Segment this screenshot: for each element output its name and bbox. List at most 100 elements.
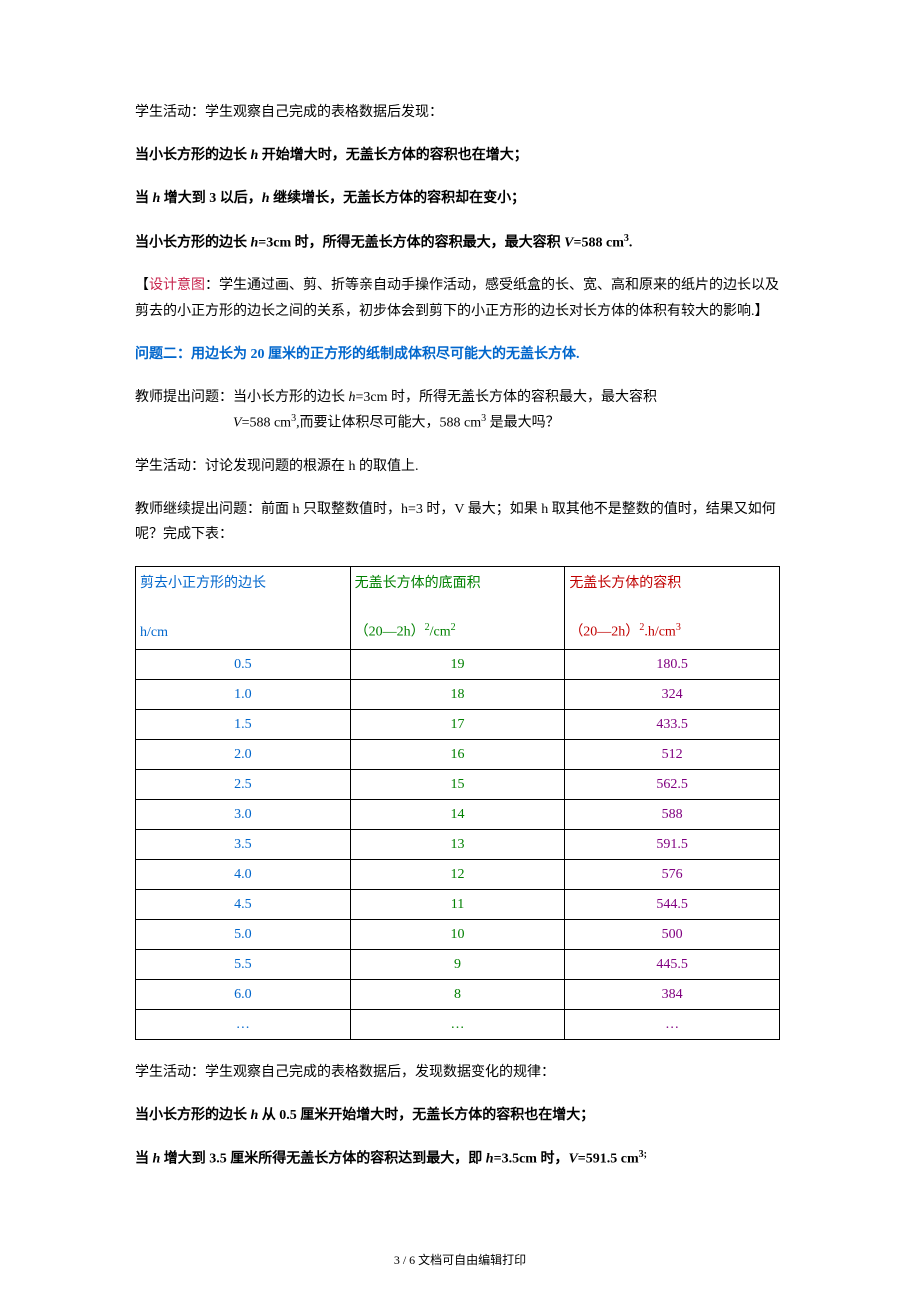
cell-side-length: 5.0 [136,919,351,949]
cell-side-length: 1.5 [136,709,351,739]
design-intent-body: ：学生通过画、剪、折等亲自动手操作活动，感受纸盒的长、宽、高和原来的纸片的边长以… [135,278,779,318]
table-row: 2.016512 [136,739,780,769]
superscript: 3; [639,1149,647,1160]
text: =588 cm [574,235,624,250]
cell-volume: 576 [565,859,780,889]
var-v: V [568,1152,577,1167]
paragraph-teacher-followup: 教师继续提出问题：前面 h 只取整数值时，h=3 时，V 最大；如果 h 取其他… [135,497,780,547]
cell-side-length: 0.5 [136,649,351,679]
table-row: 4.511544.5 [136,889,780,919]
question-2-heading: 问题二：用边长为 20 厘米的正方形的纸制成体积尽可能大的无盖长方体. [135,342,780,367]
text: 继续增长，无盖长方体的容积却在变小； [270,191,526,206]
cell-volume: 562.5 [565,769,780,799]
text: .h/cm [644,625,676,640]
paragraph-design-intent: 【设计意图：学生通过画、剪、折等亲自动手操作活动，感受纸盒的长、宽、高和原来的纸… [135,273,780,323]
cell-side-length: 3.5 [136,829,351,859]
cell-volume: 512 [565,739,780,769]
paragraph-student-activity-2: 学生活动：讨论发现问题的根源在 h 的取值上. [135,454,780,479]
paragraph-finding-2: 当 h 增大到 3 以后，h 继续增长，无盖长方体的容积却在变小； [135,186,780,211]
header-top: 剪去小正方形的边长 [140,573,346,594]
cell-volume: 433.5 [565,709,780,739]
var-h: h [262,191,270,206]
text: 增大到 3.5 厘米所得无盖长方体的容积达到最大，即 [160,1152,486,1167]
text: （20—2h） [569,625,639,640]
cell-volume: 445.5 [565,949,780,979]
cell-base-area: 10 [350,919,565,949]
text: =3cm 时，所得无盖长方体的容积最大，最大容积 [258,235,564,250]
table-row: 3.014588 [136,799,780,829]
text: 当 [135,191,153,206]
table-header-side-length: 剪去小正方形的边长 h/cm [136,566,351,649]
var-h: h [349,390,356,405]
text: 当 [135,1152,153,1167]
cell-base-area: 19 [350,649,565,679]
cell-volume: 324 [565,679,780,709]
cell-side-length: 1.0 [136,679,351,709]
cell-base-area: 11 [350,889,565,919]
text: 是最大吗？ [486,416,560,431]
table-row: 2.515562.5 [136,769,780,799]
paragraph-observation-2: 学生活动：学生观察自己完成的表格数据后，发现数据变化的规律： [135,1060,780,1085]
cell-volume: 384 [565,979,780,1009]
header-top: 无盖长方体的容积 [569,573,775,594]
cell-base-area: 13 [350,829,565,859]
text: ,而要让体积尽可能大，588 cm [296,416,481,431]
paragraph-finding-3: 当小长方形的边长 h=3cm 时，所得无盖长方体的容积最大，最大容积 V=588… [135,230,780,256]
text: 教师提出问题：当小长方形的边长 [135,390,349,405]
cell-side-length: 2.0 [136,739,351,769]
bracket-open: 【 [135,278,149,293]
table-row: 3.513591.5 [136,829,780,859]
cell-side-length: 3.0 [136,799,351,829]
cell-base-area: … [350,1009,565,1039]
superscript: 3 [676,622,681,633]
paragraph-finding-1: 当小长方形的边长 h 开始增大时，无盖长方体的容积也在增大； [135,143,780,168]
text: =588 cm [242,416,292,431]
text: 开始增大时，无盖长方体的容积也在增大； [258,148,528,163]
table-row: 0.519180.5 [136,649,780,679]
cell-base-area: 12 [350,859,565,889]
cell-base-area: 16 [350,739,565,769]
text: /cm [430,625,451,640]
text: 增大到 3 以后， [160,191,262,206]
text: （20—2h） [355,625,425,640]
text: 当小长方形的边长 [135,148,251,163]
paragraph-finding-4: 当小长方形的边长 h 从 0.5 厘米开始增大时，无盖长方体的容积也在增大； [135,1103,780,1128]
text: . [629,235,633,250]
header-bottom: （20—2h）2.h/cm3 [569,620,681,643]
table-row: ……… [136,1009,780,1039]
text: 从 0.5 厘米开始增大时，无盖长方体的容积也在增大； [258,1108,594,1123]
cell-volume: 588 [565,799,780,829]
cell-side-length: 6.0 [136,979,351,1009]
page-footer: 3 / 6 文档可自由编辑打印 [0,1250,920,1272]
cell-base-area: 17 [350,709,565,739]
table-row: 6.08384 [136,979,780,1009]
table-body: 0.519180.51.0183241.517433.52.0165122.51… [136,649,780,1039]
cell-volume: 544.5 [565,889,780,919]
cell-volume: … [565,1009,780,1039]
table-header-base-area: 无盖长方体的底面积 （20—2h）2/cm2 [350,566,565,649]
cell-side-length: 2.5 [136,769,351,799]
text: =3cm 时，所得无盖长方体的容积最大，最大容积 [356,390,658,405]
header-bottom: （20—2h）2/cm2 [355,620,456,643]
table-row: 1.018324 [136,679,780,709]
header-bottom: h/cm [140,622,168,643]
cell-volume: 500 [565,919,780,949]
cell-volume: 591.5 [565,829,780,859]
design-intent-label: 设计意图 [149,278,205,293]
cell-volume: 180.5 [565,649,780,679]
paragraph-finding-5: 当 h 增大到 3.5 厘米所得无盖长方体的容积达到最大，即 h=3.5cm 时… [135,1146,780,1172]
table-header-volume: 无盖长方体的容积 （20—2h）2.h/cm3 [565,566,780,649]
paragraph-observation-intro: 学生活动：学生观察自己完成的表格数据后发现： [135,100,780,125]
cell-base-area: 15 [350,769,565,799]
cell-base-area: 18 [350,679,565,709]
text: =591.5 cm [578,1152,639,1167]
table-row: 5.59445.5 [136,949,780,979]
var-h: h [486,1152,494,1167]
var-v: V [564,235,573,250]
text: 当小长方形的边长 [135,235,251,250]
paragraph-teacher-question: 教师提出问题：当小长方形的边长 h=3cm 时，所得无盖长方体的容积最大，最大容… [135,385,780,436]
var-v: V [233,416,242,431]
table-header-row: 剪去小正方形的边长 h/cm 无盖长方体的底面积 （20—2h）2/cm2 无盖… [136,566,780,649]
cell-side-length: 4.5 [136,889,351,919]
cell-base-area: 9 [350,949,565,979]
